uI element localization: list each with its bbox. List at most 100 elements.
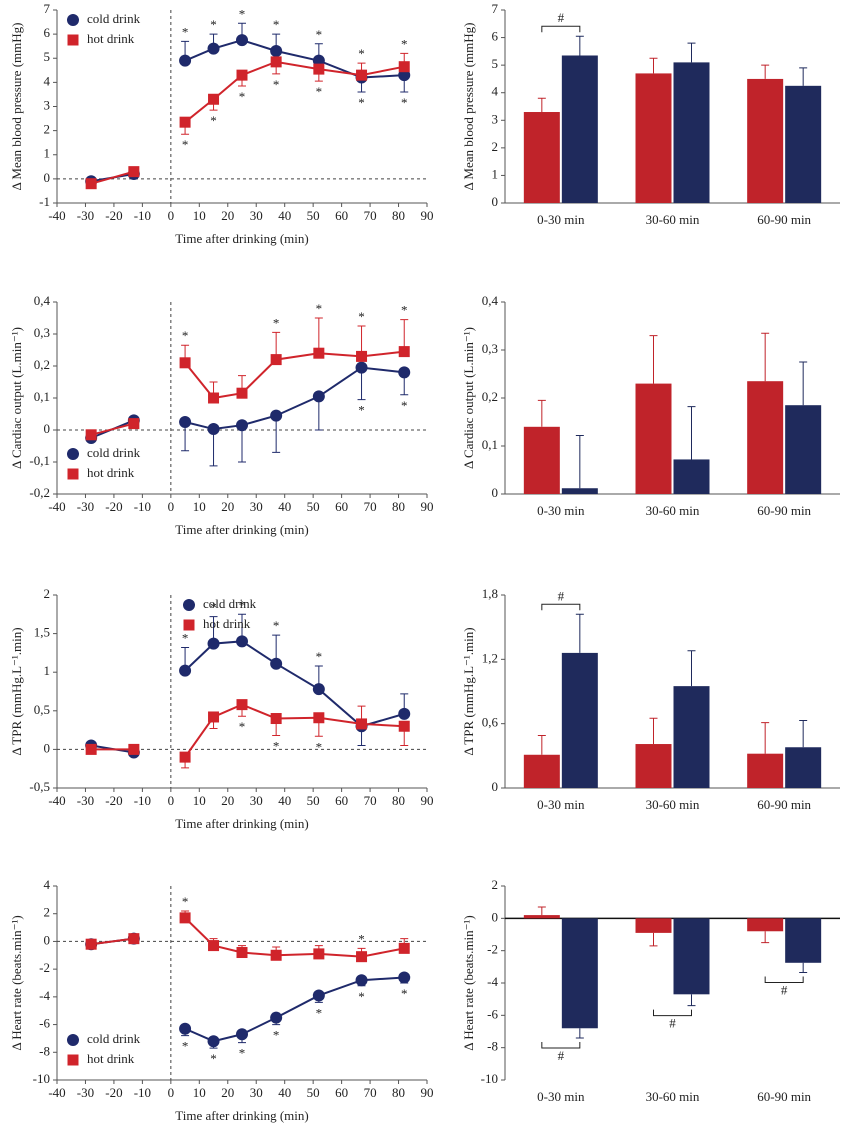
y-tick-label: 0,2 (482, 389, 498, 404)
x-tick-label: -10 (134, 793, 151, 808)
point (179, 357, 191, 369)
x-axis-label: Time after drinking (min) (175, 1108, 308, 1123)
point (236, 947, 248, 959)
significance-mark: * (239, 6, 246, 21)
significance-label: # (558, 588, 565, 603)
x-tick-label: -20 (105, 499, 122, 514)
point (85, 743, 97, 755)
point (270, 657, 283, 670)
y-axis-label: Δ TPR (mmHg.L⁻¹.min) (9, 627, 24, 755)
point (313, 347, 325, 359)
bar (673, 459, 710, 494)
x-tick-label: 30-60 min (646, 1089, 700, 1104)
y-tick-label: 7 (44, 1, 51, 16)
x-tick-label: 0-30 min (537, 212, 585, 227)
y-tick-label: -1 (39, 194, 50, 209)
significance-mark: * (273, 315, 280, 330)
y-tick-label: 0 (44, 932, 51, 947)
significance-mark: * (210, 600, 217, 615)
x-tick-label: 60-90 min (757, 503, 811, 518)
y-tick-label: 0 (492, 779, 499, 794)
x-tick-label: -10 (134, 208, 151, 223)
y-tick-label: -6 (39, 1016, 50, 1031)
x-tick-label: 0-30 min (537, 797, 585, 812)
point (270, 409, 283, 422)
y-axis-label: Δ Heart rate (beats.min⁻¹) (9, 915, 24, 1050)
point (398, 346, 410, 358)
bar (747, 918, 784, 932)
point (398, 707, 411, 720)
y-tick-label: -0,2 (29, 485, 50, 500)
x-tick-label: 0 (168, 499, 175, 514)
x-tick-label: 10 (193, 793, 206, 808)
bar (561, 652, 598, 788)
point (398, 971, 411, 984)
y-tick-label: -2 (487, 942, 498, 957)
y-tick-label: 0,1 (482, 437, 498, 452)
significance-bracket (541, 603, 581, 611)
significance-mark: * (316, 649, 323, 664)
y-tick-label: 1,5 (34, 625, 50, 640)
significance-mark: * (401, 986, 408, 1001)
y-tick-label: 0,2 (34, 357, 50, 372)
y-tick-label: 1 (492, 166, 499, 181)
point (179, 54, 192, 67)
x-tick-label: 20 (221, 208, 234, 223)
bar (785, 918, 822, 963)
error-bar (537, 734, 546, 755)
significance-mark: * (316, 301, 323, 316)
point (85, 178, 97, 190)
significance-bracket (653, 1009, 692, 1017)
point (208, 392, 220, 404)
point (236, 387, 248, 399)
x-tick-label: 80 (392, 1085, 405, 1100)
bar (635, 383, 672, 494)
y-tick-label: 2 (492, 139, 499, 154)
point (179, 1022, 192, 1035)
bar (747, 78, 784, 203)
x-tick-label: 0-30 min (537, 503, 585, 518)
point (85, 429, 97, 441)
bar (635, 918, 672, 933)
significance-mark: * (358, 46, 365, 61)
significance-mark: * (401, 36, 408, 51)
x-tick-label: 60 (335, 1085, 348, 1100)
x-tick-label: 0-30 min (537, 1089, 585, 1104)
y-tick-label: 4 (492, 84, 499, 99)
point (398, 366, 411, 379)
legend-marker (183, 599, 195, 611)
y-tick-label: 6 (44, 25, 51, 40)
x-tick-label: -30 (77, 793, 94, 808)
y-tick-label: 1,8 (482, 586, 498, 601)
legend-label: hot drink (87, 465, 135, 480)
significance-mark: * (239, 597, 246, 612)
x-tick-label: -30 (77, 208, 94, 223)
point (312, 683, 325, 696)
x-tick-label: 40 (278, 208, 291, 223)
y-tick-label: 0,3 (34, 325, 50, 340)
bar (673, 918, 710, 995)
point (270, 713, 282, 725)
significance-mark: * (358, 95, 365, 110)
bar (747, 753, 784, 788)
point (207, 637, 220, 650)
significance-label: # (558, 10, 565, 25)
legend-label: cold drink (87, 11, 141, 26)
bar (673, 686, 710, 788)
error-bar (649, 335, 658, 384)
point (355, 974, 368, 987)
x-tick-label: 90 (421, 1085, 434, 1100)
point (356, 718, 368, 730)
point (85, 938, 97, 950)
x-tick-label: 80 (392, 499, 405, 514)
x-tick-label: 0 (168, 1085, 175, 1100)
significance-mark: * (401, 398, 408, 413)
x-tick-label: 90 (421, 499, 434, 514)
significance-mark: * (316, 27, 323, 42)
point (398, 942, 410, 954)
y-tick-label: -6 (487, 1006, 498, 1021)
y-tick-label: 0 (44, 740, 51, 755)
legend-marker (67, 448, 79, 460)
point (179, 912, 191, 924)
